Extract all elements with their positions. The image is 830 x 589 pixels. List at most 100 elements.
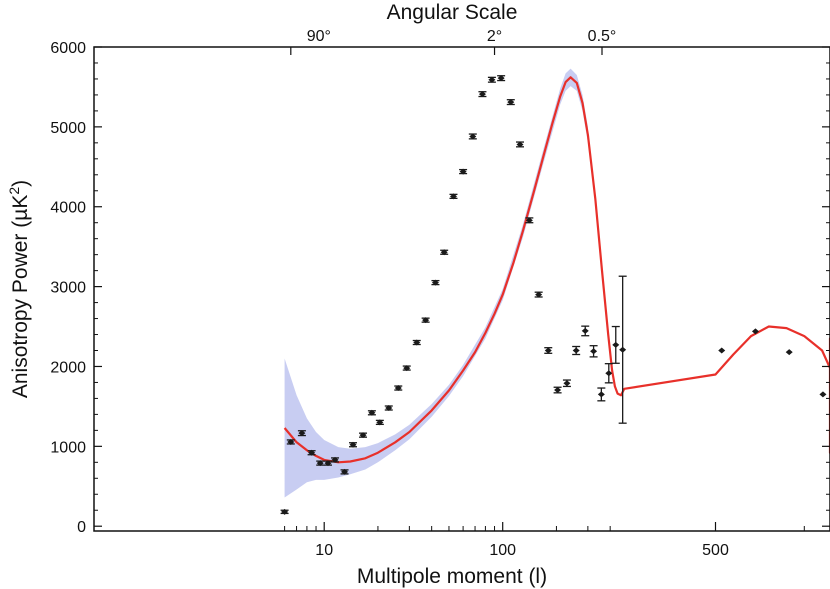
data-point bbox=[572, 345, 581, 356]
y-tick-label: 1000 bbox=[50, 439, 86, 456]
data-point bbox=[718, 347, 726, 354]
data-point bbox=[553, 386, 562, 394]
data-point bbox=[611, 325, 620, 364]
point-marker bbox=[751, 328, 759, 335]
data-point bbox=[506, 99, 515, 106]
data-point bbox=[297, 430, 306, 437]
y-tick-label: 6000 bbox=[50, 40, 86, 57]
point-marker bbox=[341, 468, 349, 475]
point-marker bbox=[359, 432, 367, 439]
point-marker bbox=[554, 387, 562, 394]
point-marker bbox=[413, 339, 421, 346]
data-point bbox=[604, 363, 613, 384]
point-marker bbox=[385, 405, 393, 412]
point-marker bbox=[349, 441, 357, 448]
data-point bbox=[431, 279, 440, 286]
point-marker bbox=[469, 133, 477, 140]
data-point bbox=[307, 449, 316, 456]
data-point bbox=[286, 438, 295, 445]
point-marker bbox=[718, 347, 726, 354]
data-point bbox=[478, 91, 487, 98]
data-point bbox=[751, 328, 759, 335]
point-marker bbox=[440, 249, 448, 256]
y-tick-label: 0 bbox=[77, 519, 86, 536]
point-marker bbox=[298, 430, 306, 437]
data-point bbox=[384, 405, 393, 412]
point-marker bbox=[488, 76, 496, 83]
data-point bbox=[525, 217, 534, 224]
point-marker bbox=[605, 370, 613, 377]
point-marker bbox=[544, 347, 552, 354]
y-axis-title-end: ) bbox=[9, 180, 32, 187]
data-point bbox=[359, 432, 368, 439]
data-point bbox=[375, 419, 384, 426]
point-marker bbox=[516, 141, 524, 148]
top-axis-title: Angular Scale bbox=[387, 1, 518, 24]
point-marker bbox=[525, 217, 533, 224]
data-point bbox=[544, 347, 553, 354]
data-point bbox=[323, 460, 332, 467]
point-marker bbox=[507, 99, 515, 106]
x-tick-label: 10 bbox=[315, 542, 333, 559]
point-marker bbox=[394, 385, 402, 392]
point-marker bbox=[331, 456, 339, 463]
axis-ticks-layer bbox=[94, 46, 830, 531]
point-marker bbox=[785, 349, 793, 356]
point-marker bbox=[563, 380, 571, 387]
data-point bbox=[412, 339, 421, 346]
data-point bbox=[394, 385, 403, 392]
data-point bbox=[589, 345, 598, 358]
data-point bbox=[280, 508, 289, 515]
x-tick-label: 500 bbox=[702, 542, 729, 559]
data-point bbox=[421, 317, 430, 324]
data-point bbox=[367, 409, 376, 416]
point-marker bbox=[308, 449, 316, 456]
point-marker bbox=[612, 341, 620, 348]
data-point bbox=[562, 379, 571, 388]
data-points-layer bbox=[280, 75, 827, 515]
tick-labels-layer: 010002000300040005000600010100500100090°… bbox=[50, 28, 729, 559]
top-tick-label: 90° bbox=[307, 28, 331, 45]
y-axis-title-main: Anisotropy Power (µK bbox=[9, 195, 32, 399]
point-marker bbox=[449, 193, 457, 200]
data-point bbox=[316, 460, 325, 467]
point-marker bbox=[431, 279, 439, 286]
plot-frame bbox=[93, 46, 830, 532]
point-marker bbox=[316, 460, 324, 467]
y-tick-label: 3000 bbox=[50, 280, 86, 297]
data-point bbox=[497, 75, 506, 82]
data-point bbox=[349, 441, 358, 448]
y-tick-label: 5000 bbox=[50, 120, 86, 137]
data-point bbox=[819, 391, 827, 398]
point-marker bbox=[478, 91, 486, 98]
y-tick-label: 2000 bbox=[50, 359, 86, 376]
x-axis-title: Multipole moment (l) bbox=[357, 565, 547, 588]
point-marker bbox=[581, 327, 589, 334]
data-point bbox=[534, 291, 543, 298]
data-point bbox=[618, 275, 627, 424]
data-point bbox=[402, 365, 411, 372]
point-marker bbox=[535, 291, 543, 298]
point-marker bbox=[459, 168, 467, 175]
data-point bbox=[785, 349, 793, 356]
point-marker bbox=[368, 409, 376, 416]
top-tick-label: 2° bbox=[487, 28, 502, 45]
point-marker bbox=[403, 365, 411, 372]
top-tick-label: 0.5° bbox=[588, 28, 617, 45]
data-point bbox=[440, 249, 449, 256]
model-curve bbox=[283, 76, 830, 464]
data-point bbox=[487, 76, 496, 83]
point-marker bbox=[287, 438, 295, 445]
data-point bbox=[597, 387, 606, 402]
data-point bbox=[581, 325, 590, 337]
data-point bbox=[459, 168, 468, 175]
data-point bbox=[468, 133, 477, 140]
point-marker bbox=[376, 419, 384, 426]
model-curve-layer bbox=[283, 76, 830, 464]
point-marker bbox=[497, 75, 505, 82]
point-marker bbox=[572, 347, 580, 354]
data-point bbox=[515, 141, 524, 148]
point-marker bbox=[819, 391, 827, 398]
data-point bbox=[449, 193, 458, 200]
